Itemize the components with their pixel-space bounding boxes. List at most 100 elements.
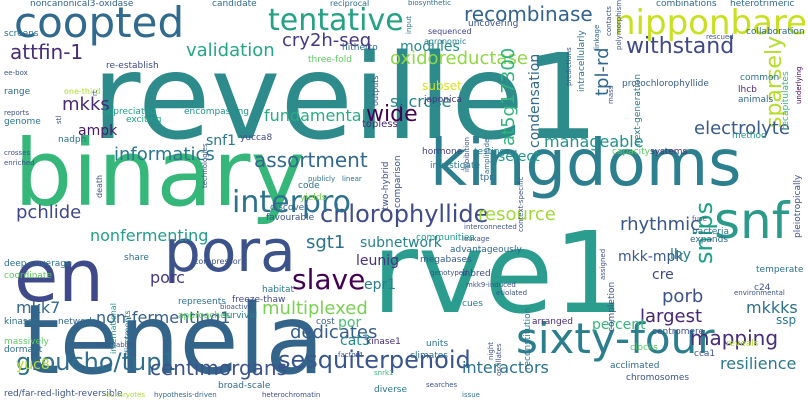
word: genome bbox=[4, 117, 41, 127]
word: tentative bbox=[268, 3, 404, 38]
word: ee-box bbox=[4, 69, 28, 77]
word: linkage bbox=[593, 24, 601, 50]
word: common bbox=[740, 73, 780, 83]
word: climates bbox=[410, 351, 448, 361]
word: linear bbox=[342, 175, 362, 183]
word: units bbox=[426, 339, 449, 349]
word: etiolated bbox=[496, 289, 528, 297]
word: candidate bbox=[212, 0, 257, 9]
word: collaboration bbox=[746, 27, 805, 37]
word: c24 bbox=[754, 283, 771, 293]
word: sucrose bbox=[390, 92, 452, 111]
word: environmental bbox=[734, 289, 785, 297]
word: yucca8 bbox=[240, 133, 273, 143]
word: favourable bbox=[266, 213, 315, 223]
word: lhcb bbox=[738, 85, 757, 95]
word: vegetables bbox=[96, 341, 135, 349]
word: stl bbox=[55, 115, 63, 124]
word: groucho/tup1 bbox=[16, 348, 177, 376]
word: two-hybrid bbox=[381, 161, 391, 210]
word: epr1 bbox=[364, 277, 397, 293]
word: fundamental bbox=[264, 106, 366, 125]
word: acclimated bbox=[610, 361, 660, 371]
word: next-generation bbox=[633, 73, 643, 146]
word: cat3 bbox=[340, 333, 371, 349]
word: select bbox=[498, 149, 540, 165]
word: comparison bbox=[393, 155, 403, 208]
word: leunig bbox=[356, 253, 400, 269]
word: bacteria bbox=[692, 227, 729, 237]
word: rt bbox=[91, 90, 99, 96]
word: death bbox=[95, 174, 104, 198]
word: por bbox=[338, 315, 362, 331]
word: kingdoms bbox=[430, 127, 742, 201]
word: porb bbox=[662, 286, 704, 307]
word: corepressors bbox=[194, 257, 246, 266]
word: animals bbox=[738, 95, 774, 105]
word: heterotrimeric bbox=[730, 0, 795, 9]
word: multiplexed bbox=[262, 298, 368, 319]
word: cues bbox=[462, 299, 483, 309]
word: completion bbox=[607, 281, 617, 332]
word: one-third bbox=[64, 87, 101, 96]
word: mkk7 bbox=[16, 298, 61, 317]
word: binary bbox=[14, 120, 305, 227]
word: snf1 bbox=[206, 133, 237, 149]
word: eukaryotes bbox=[106, 391, 145, 399]
word: rescued bbox=[706, 33, 734, 41]
word: network bbox=[58, 317, 95, 327]
word: percent bbox=[592, 317, 646, 333]
word: appreciated bbox=[102, 107, 156, 117]
word: hitherto bbox=[342, 43, 378, 53]
word: dormant bbox=[4, 345, 43, 355]
word: lhy bbox=[670, 247, 692, 263]
word: enriched bbox=[4, 159, 35, 167]
word: searches bbox=[426, 381, 458, 389]
word: mkk9-induced bbox=[466, 281, 516, 289]
word: underlying bbox=[795, 66, 803, 104]
word: broad-scale bbox=[218, 381, 271, 391]
word: discover bbox=[270, 203, 308, 213]
word: rhythmic bbox=[620, 214, 701, 235]
word: uncovering bbox=[468, 19, 519, 29]
word: recapitulates bbox=[781, 71, 791, 130]
word: resource bbox=[478, 204, 556, 225]
word: inbred bbox=[462, 269, 491, 279]
word: outputs bbox=[371, 75, 380, 106]
word: method bbox=[732, 131, 767, 141]
word: factor4 bbox=[338, 351, 363, 359]
word: systems bbox=[650, 147, 688, 157]
word: topless bbox=[362, 119, 398, 130]
word: approaches bbox=[178, 311, 231, 321]
word: centromere bbox=[652, 327, 705, 337]
word: electrolyte bbox=[694, 118, 790, 139]
word: biosynthetic bbox=[408, 0, 451, 7]
word: resilience bbox=[720, 354, 797, 373]
word: encompassing bbox=[184, 107, 249, 117]
word: screens bbox=[4, 29, 39, 39]
word: habitat bbox=[262, 285, 295, 295]
word: share bbox=[124, 253, 149, 263]
word: reconstitution bbox=[523, 307, 533, 370]
word: cry2h-seq bbox=[282, 30, 372, 51]
word: chlorophyllide bbox=[320, 200, 489, 228]
word: agronomic bbox=[424, 37, 467, 46]
word: input bbox=[405, 15, 413, 34]
word: nonfermenting bbox=[90, 226, 209, 245]
word: arranged bbox=[532, 317, 573, 327]
word: non-fermenting1 bbox=[96, 308, 231, 327]
word: dedicates bbox=[290, 322, 378, 343]
word: night bbox=[487, 341, 495, 360]
word: sequenced bbox=[428, 27, 472, 36]
word: mkk-mpk bbox=[618, 249, 684, 265]
word: en bbox=[14, 234, 104, 318]
word: megabases bbox=[420, 255, 472, 265]
word: advantageously bbox=[450, 245, 522, 255]
word: condensation bbox=[527, 53, 543, 148]
word: represents bbox=[178, 297, 226, 307]
word: deep-coverage bbox=[4, 259, 72, 269]
word: assortment bbox=[254, 148, 368, 172]
word: contacts bbox=[605, 6, 613, 36]
word: coordinate bbox=[4, 271, 53, 281]
